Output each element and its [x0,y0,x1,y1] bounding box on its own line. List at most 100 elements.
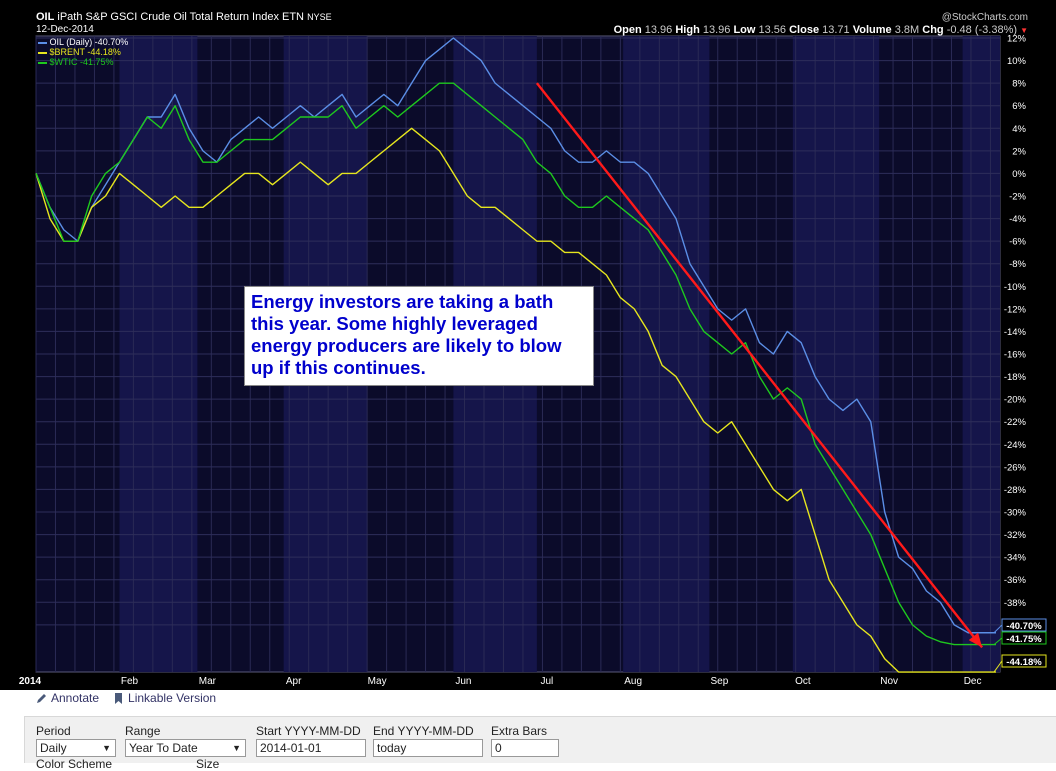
last-value-label: -41.75% [1006,634,1042,645]
y-tick-label: -24% [1004,440,1027,451]
range-field: Range Year To Date [125,724,246,757]
chart-date: 12-Dec-2014 [36,24,94,35]
price-chart: 12% 10% 8% 6% 4% 2% 0% -2% -4% -6% -8% -10% -12% -14%… [19,34,1047,687]
y-tick-label: 10% [1007,56,1027,67]
y-tick-label: 2% [1012,146,1026,157]
y-tick-label: -20% [1004,395,1027,406]
annotate-label: Annotate [51,691,100,705]
chg-value: -0.48 (-3.38%) [946,24,1018,36]
close-value: 13.71 [822,24,850,36]
range-label: Range [125,724,161,738]
legend-oil-label: OIL (Daily) -40.70% [49,37,129,47]
period-select[interactable]: Daily [36,739,116,757]
chg-label: Chg [922,24,944,36]
exchange: NYSE [307,12,332,22]
y-tick-label: -26% [1004,462,1027,473]
series-line-1 [35,127,996,673]
x-tick-label: Sep [710,676,728,687]
y-tick-label: -2% [1009,192,1026,203]
end-date-label: End YYYY-MM-DD [373,724,474,738]
start-date-field: Start YYYY-MM-DD 2014-01-01 [256,724,366,757]
chart-title: OIL iPath S&P GSCI Crude Oil Total Retur… [36,11,332,23]
close-label: Close [789,24,820,36]
y-tick-label: -10% [1004,282,1027,293]
y-tick-label: -36% [1004,575,1027,586]
y-tick-label: 8% [1012,79,1026,90]
y-tick-label: -28% [1004,485,1027,496]
x-tick-label: Oct [795,676,811,687]
ohlc-readout: Open 13.96 High 13.96 Low 13.56 Close 13… [614,24,1028,36]
volume-label: Volume [852,24,892,36]
y-tick-label: 0% [1012,169,1026,180]
y-tick-label: -16% [1004,350,1027,361]
y-tick-label: -38% [1004,598,1027,609]
x-tick-label: May [368,676,387,687]
x-tick-label: Apr [286,676,302,687]
x-tick-label: Nov [880,676,898,687]
extra-bars-input[interactable]: 0 [491,739,559,757]
period-label: Period [36,724,71,738]
start-date-label: Start YYYY-MM-DD [256,724,361,738]
trend-arrow-line [535,82,984,649]
bookmark-icon [115,692,123,704]
last-value-leader [993,624,1003,634]
open-value: 13.96 [644,24,673,36]
y-tick-label: -18% [1004,372,1027,383]
period-field: Period Daily [36,724,116,757]
extra-bars-label: Extra Bars [491,724,548,738]
x-tick-label: Jul [540,676,553,687]
x-tick-label: Feb [121,676,139,687]
stockcharts-watermark: @StockCharts.com [941,12,1028,23]
legend-wtic-swatch [38,61,47,64]
low-value: 13.56 [758,24,787,36]
linkable-version-link[interactable]: Linkable Version [113,691,216,705]
chart-toolbar: Annotate Linkable Version [36,691,216,705]
start-date-input[interactable]: 2014-01-01 [256,739,366,757]
legend-brent-swatch [38,51,47,54]
x-tick-label: Aug [624,676,642,687]
range-select[interactable]: Year To Date [125,739,246,757]
x-tick-label: Mar [199,676,217,687]
series-line-2 [35,82,996,646]
x-tick-label: Jun [455,676,471,687]
color-scheme-label: Color Scheme [36,757,113,771]
linkable-label: Linkable Version [128,691,217,705]
y-tick-label: -22% [1004,417,1027,428]
series-line-0 [35,37,996,634]
y-tick-label: 12% [1007,34,1027,45]
legend-wtic-label: $WTIC -41.75% [49,57,114,67]
last-value-label: -44.18% [1006,657,1042,668]
open-label: Open [613,24,642,36]
annotation-textbox: Energy investors are taking a bath this … [244,286,594,386]
y-tick-label: -32% [1004,530,1027,541]
trend-arrow-head [968,632,983,648]
end-date-field: End YYYY-MM-DD today [373,724,483,757]
y-tick-label: -6% [1009,237,1026,248]
y-tick-label: -4% [1009,214,1026,225]
description: iPath S&P GSCI Crude Oil Total Return In… [57,11,304,23]
legend-brent-label: $BRENT -44.18% [49,47,121,57]
y-tick-label: 4% [1012,124,1026,135]
y-tick-label: -8% [1009,259,1026,270]
down-triangle-icon: ▼ [1020,26,1028,35]
y-tick-label: -14% [1004,327,1027,338]
x-tick-label: 2014 [19,676,42,687]
low-label: Low [733,24,756,36]
high-value: 13.96 [702,24,731,36]
size-label: Size [196,757,220,771]
legend-wtic: $WTIC -41.75% [38,57,114,67]
chart-settings-panel: Period Daily Range Year To Date Start YY… [24,716,1056,763]
last-value-leader [993,660,1003,673]
volume-value: 3.8M [894,24,920,36]
high-label: High [675,24,700,36]
last-value-leader [993,637,1003,645]
legend-brent: $BRENT -44.18% [38,47,121,57]
annotate-link[interactable]: Annotate [36,691,99,705]
legend-oil: OIL (Daily) -40.70% [38,37,128,47]
y-tick-label: -12% [1004,304,1027,315]
y-tick-label: 6% [1012,101,1026,112]
chart-area: 12% 10% 8% 6% 4% 2% 0% -2% -4% -6% -8% -10% -12% -14%… [0,0,1056,690]
symbol: OIL [36,11,55,23]
end-date-input[interactable]: today [373,739,483,757]
y-tick-label: -30% [1004,508,1027,519]
